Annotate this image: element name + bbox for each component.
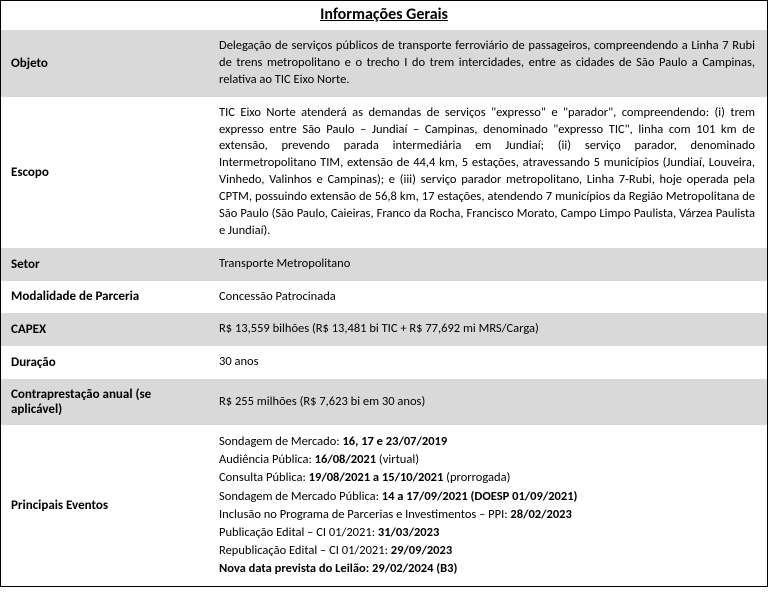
row-label: Objeto [1,30,211,97]
table-row: EscopoTIC Eixo Norte atenderá as demanda… [1,97,767,248]
table-row: SetorTransporte Metropolitano [1,248,767,281]
events-label: Principais Eventos [1,425,211,586]
row-label: Duração [1,346,211,379]
event-line: Sondagem de Mercado Pública: 14 a 17/09/… [219,488,755,506]
table-row: ObjetoDelegação de serviços públicos de … [1,30,767,97]
row-value: Concessão Patrocinada [211,281,767,314]
row-value: 30 anos [211,346,767,379]
table-row: CAPEXR$ 13,559 bilhões (R$ 13,481 bi TIC… [1,313,767,346]
row-label: Setor [1,248,211,281]
rows-container: ObjetoDelegação de serviços públicos de … [1,30,767,425]
row-label: CAPEX [1,313,211,346]
table-row: Duração30 anos [1,346,767,379]
event-line: Audiência Pública: 16/08/2021 (virtual) [219,451,755,469]
event-line: Republicação Edital – CI 01/2021: 29/09/… [219,542,755,560]
events-list: Sondagem de Mercado: 16, 17 e 23/07/2019… [219,433,755,578]
row-value: Transporte Metropolitano [211,248,767,281]
row-label: Modalidade de Parceria [1,281,211,314]
table-title: Informações Gerais [1,1,767,30]
event-line: Consulta Pública: 19/08/2021 a 15/10/202… [219,469,755,487]
table-row: Contraprestação anual (se aplicável)R$ 2… [1,379,767,425]
table-row: Modalidade de ParceriaConcessão Patrocin… [1,281,767,314]
row-value: TIC Eixo Norte atenderá as demandas de s… [211,97,767,248]
event-line: Nova data prevista do Leilão: 29/02/2024… [219,560,755,578]
info-table: Informações Gerais ObjetoDelegação de se… [0,0,768,587]
row-label: Contraprestação anual (se aplicável) [1,379,211,425]
event-line: Inclusão no Programa de Parcerias e Inve… [219,506,755,524]
row-label: Escopo [1,97,211,248]
events-value: Sondagem de Mercado: 16, 17 e 23/07/2019… [211,425,767,586]
event-line: Sondagem de Mercado: 16, 17 e 23/07/2019 [219,433,755,451]
row-value: Delegação de serviços públicos de transp… [211,30,767,97]
event-line: Publicação Edital – CI 01/2021: 31/03/20… [219,524,755,542]
row-value: R$ 255 milhões (R$ 7,623 bi em 30 anos) [211,379,767,425]
row-value: R$ 13,559 bilhões (R$ 13,481 bi TIC + R$… [211,313,767,346]
events-row: Principais Eventos Sondagem de Mercado: … [1,425,767,586]
